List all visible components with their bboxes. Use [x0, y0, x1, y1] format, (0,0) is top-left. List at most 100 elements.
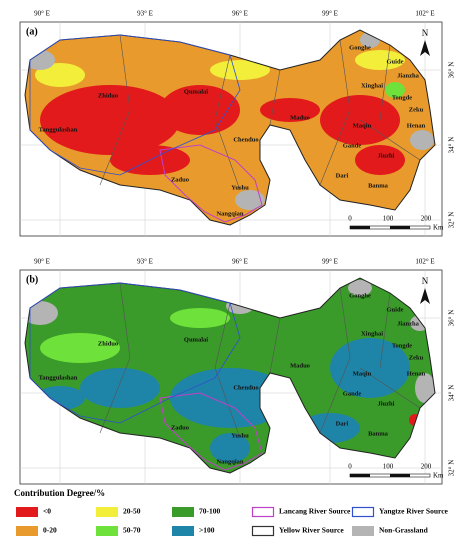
map-patch: [385, 82, 405, 98]
map-patch: [80, 368, 160, 408]
north-label: N: [422, 276, 429, 286]
place-name: Chenduo: [233, 136, 258, 143]
place-name: Henan: [407, 370, 426, 377]
place-name: Xinghai: [361, 330, 383, 337]
place-name: Zaduo: [171, 176, 189, 183]
panel-label: (b): [26, 274, 38, 285]
lancang-boundary: [159, 392, 263, 471]
latitude-label: 32° N: [448, 212, 456, 229]
place-name: Maqin: [353, 122, 372, 129]
map-outline: [24, 29, 436, 226]
place-name: Jiuzhi: [378, 400, 395, 407]
map-base: [25, 30, 435, 225]
map-patch: [355, 145, 405, 175]
map-patch: [210, 433, 250, 463]
legend-swatch: [96, 526, 118, 536]
legend-label: 50-70: [123, 526, 141, 535]
place-name: Banma: [368, 182, 389, 189]
scale-label: 200: [421, 463, 432, 471]
place-name: Zhiduo: [98, 340, 118, 347]
latitude-label: 36° N: [448, 62, 456, 79]
scale-bar-seg: [350, 226, 370, 229]
place-name: Tongde: [392, 94, 412, 101]
county-boundary: [269, 69, 281, 126]
map-patch: [415, 373, 435, 403]
place-name: Dari: [336, 172, 349, 179]
latitude-label: 32° N: [448, 460, 456, 477]
north-arrow: [420, 40, 430, 56]
place-name: Zeku: [409, 106, 424, 113]
longitude-label: 93° E: [137, 258, 153, 266]
latitude-label: 36° N: [448, 310, 456, 327]
place-name: Jianzha: [397, 320, 419, 327]
map-patch: [355, 50, 405, 70]
place-name: Maduo: [290, 114, 310, 121]
county-boundary: [99, 282, 131, 434]
place-name: Guide: [387, 306, 404, 313]
scale-label: 100: [383, 463, 394, 471]
county-boundary: [99, 34, 131, 186]
longitude-label: 102° E: [415, 258, 434, 266]
legend-swatch: [351, 506, 375, 518]
scale-label: 200: [421, 215, 432, 223]
legend-title: Contribution Degree/%: [14, 488, 105, 498]
longitude-label: 90° E: [34, 258, 50, 266]
county-boundary: [319, 39, 351, 186]
legend-swatch: [16, 507, 38, 517]
longitude-label: 90° E: [34, 10, 50, 18]
map-patch: [170, 368, 290, 428]
map-panel: 90° E 93° E 96° E 99° E 102° E 36° N 34° N 32° …: [19, 258, 456, 485]
place-name: Nangqian: [216, 210, 243, 217]
yangtze-boundary: [29, 282, 241, 424]
longitude-label: 102° E: [415, 10, 434, 18]
legend-label: 0-20: [43, 526, 57, 535]
map-patch: [235, 190, 265, 210]
place-name: Tongde: [392, 342, 412, 349]
longitude-label: 96° E: [232, 10, 248, 18]
legend-label: 20-50: [123, 507, 141, 516]
scale-bar-seg: [390, 474, 410, 477]
map-patch: [348, 280, 372, 296]
place-name: Dari: [336, 420, 349, 427]
longitude-label: 99° E: [322, 10, 338, 18]
longitude-label: 96° E: [232, 258, 248, 266]
map-patch: [260, 98, 320, 122]
county-boundary: [359, 367, 421, 409]
place-name: Yushu: [231, 184, 249, 191]
place-name: Nangqian: [216, 458, 243, 465]
legend-label: Yellow River Source: [279, 526, 344, 535]
county-boundary: [214, 54, 241, 191]
north-label: N: [422, 28, 429, 38]
scale-unit: Km: [433, 224, 444, 232]
legend-label: Yangtze River Source: [379, 507, 449, 516]
place-name: Qumalai: [184, 88, 208, 95]
place-name: Maduo: [290, 362, 310, 369]
place-name: Zhiduo: [98, 92, 118, 99]
longitude-label: 93° E: [137, 10, 153, 18]
place-name: Gonghe: [349, 292, 371, 299]
place-name: Qumalai: [184, 336, 208, 343]
place-name: Gande: [343, 390, 362, 397]
legend-label: 70-100: [199, 507, 220, 516]
map-patch: [40, 333, 120, 363]
legend-swatch: [16, 526, 38, 536]
map-patch: [35, 63, 85, 87]
legend-swatch: [172, 526, 194, 536]
legend-swatch: [352, 526, 374, 536]
scale-unit: Km: [433, 472, 444, 480]
place-name: Banma: [368, 430, 389, 437]
place-name: Tanggulashan: [39, 374, 78, 381]
legend-label: <0: [43, 507, 51, 516]
place-name: Xinghai: [361, 82, 383, 89]
legend-label: Non-Grassland: [379, 526, 429, 535]
legend-label: Lancang River Source: [279, 507, 351, 516]
map-patch: [40, 85, 180, 155]
place-name: Gande: [343, 142, 362, 149]
county-boundary: [359, 119, 421, 161]
scale-bar-seg: [350, 474, 370, 477]
map-patch: [330, 338, 410, 398]
scale-label: 0: [348, 463, 352, 471]
panel-label: (a): [26, 26, 38, 37]
place-name: Maqin: [353, 370, 372, 377]
